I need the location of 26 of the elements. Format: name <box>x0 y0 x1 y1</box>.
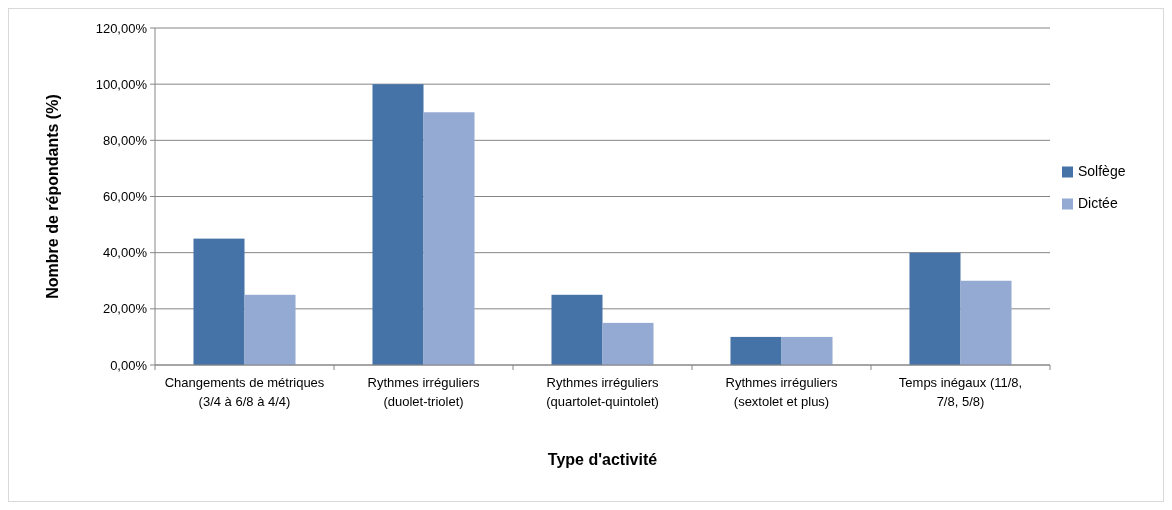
y-axis-title: Nombre de répondants (%) <box>44 94 61 299</box>
legend-label: Solfège <box>1078 163 1126 180</box>
y-tick-label: 0,00% <box>110 357 148 373</box>
bar <box>602 322 654 365</box>
y-tick-label: 80,00% <box>102 132 148 148</box>
x-tick-label: Rythmes irréguliers (duolet-triolet) <box>367 375 480 409</box>
y-tick-label: 100,00% <box>95 76 148 92</box>
y-tick-label: 60,00% <box>102 189 148 205</box>
y-tick-label: 20,00% <box>102 301 148 317</box>
x-tick-label: Changements de métriques (3/4 à 6/8 à 4/4) <box>164 375 325 409</box>
bar <box>909 252 961 365</box>
bar <box>244 294 296 365</box>
bar <box>730 336 782 365</box>
legend-label: Dictée <box>1078 195 1118 212</box>
x-tick-label: Rythmes irréguliers (sextolet et plus) <box>725 375 838 409</box>
x-axis-title: Type d'activité <box>547 451 658 468</box>
bar <box>551 294 603 365</box>
bar <box>372 84 424 365</box>
bar <box>193 238 245 365</box>
bar <box>423 112 475 365</box>
bar <box>781 336 833 365</box>
x-tick-label: Temps inégaux (11/8, 7/8, 5/8) <box>898 375 1023 409</box>
y-tick-label: 40,00% <box>102 245 148 261</box>
x-tick-label: Rythmes irréguliers (quartolet-quintolet) <box>546 375 659 409</box>
bar <box>960 280 1012 365</box>
y-tick-label: 120,00% <box>95 20 148 36</box>
